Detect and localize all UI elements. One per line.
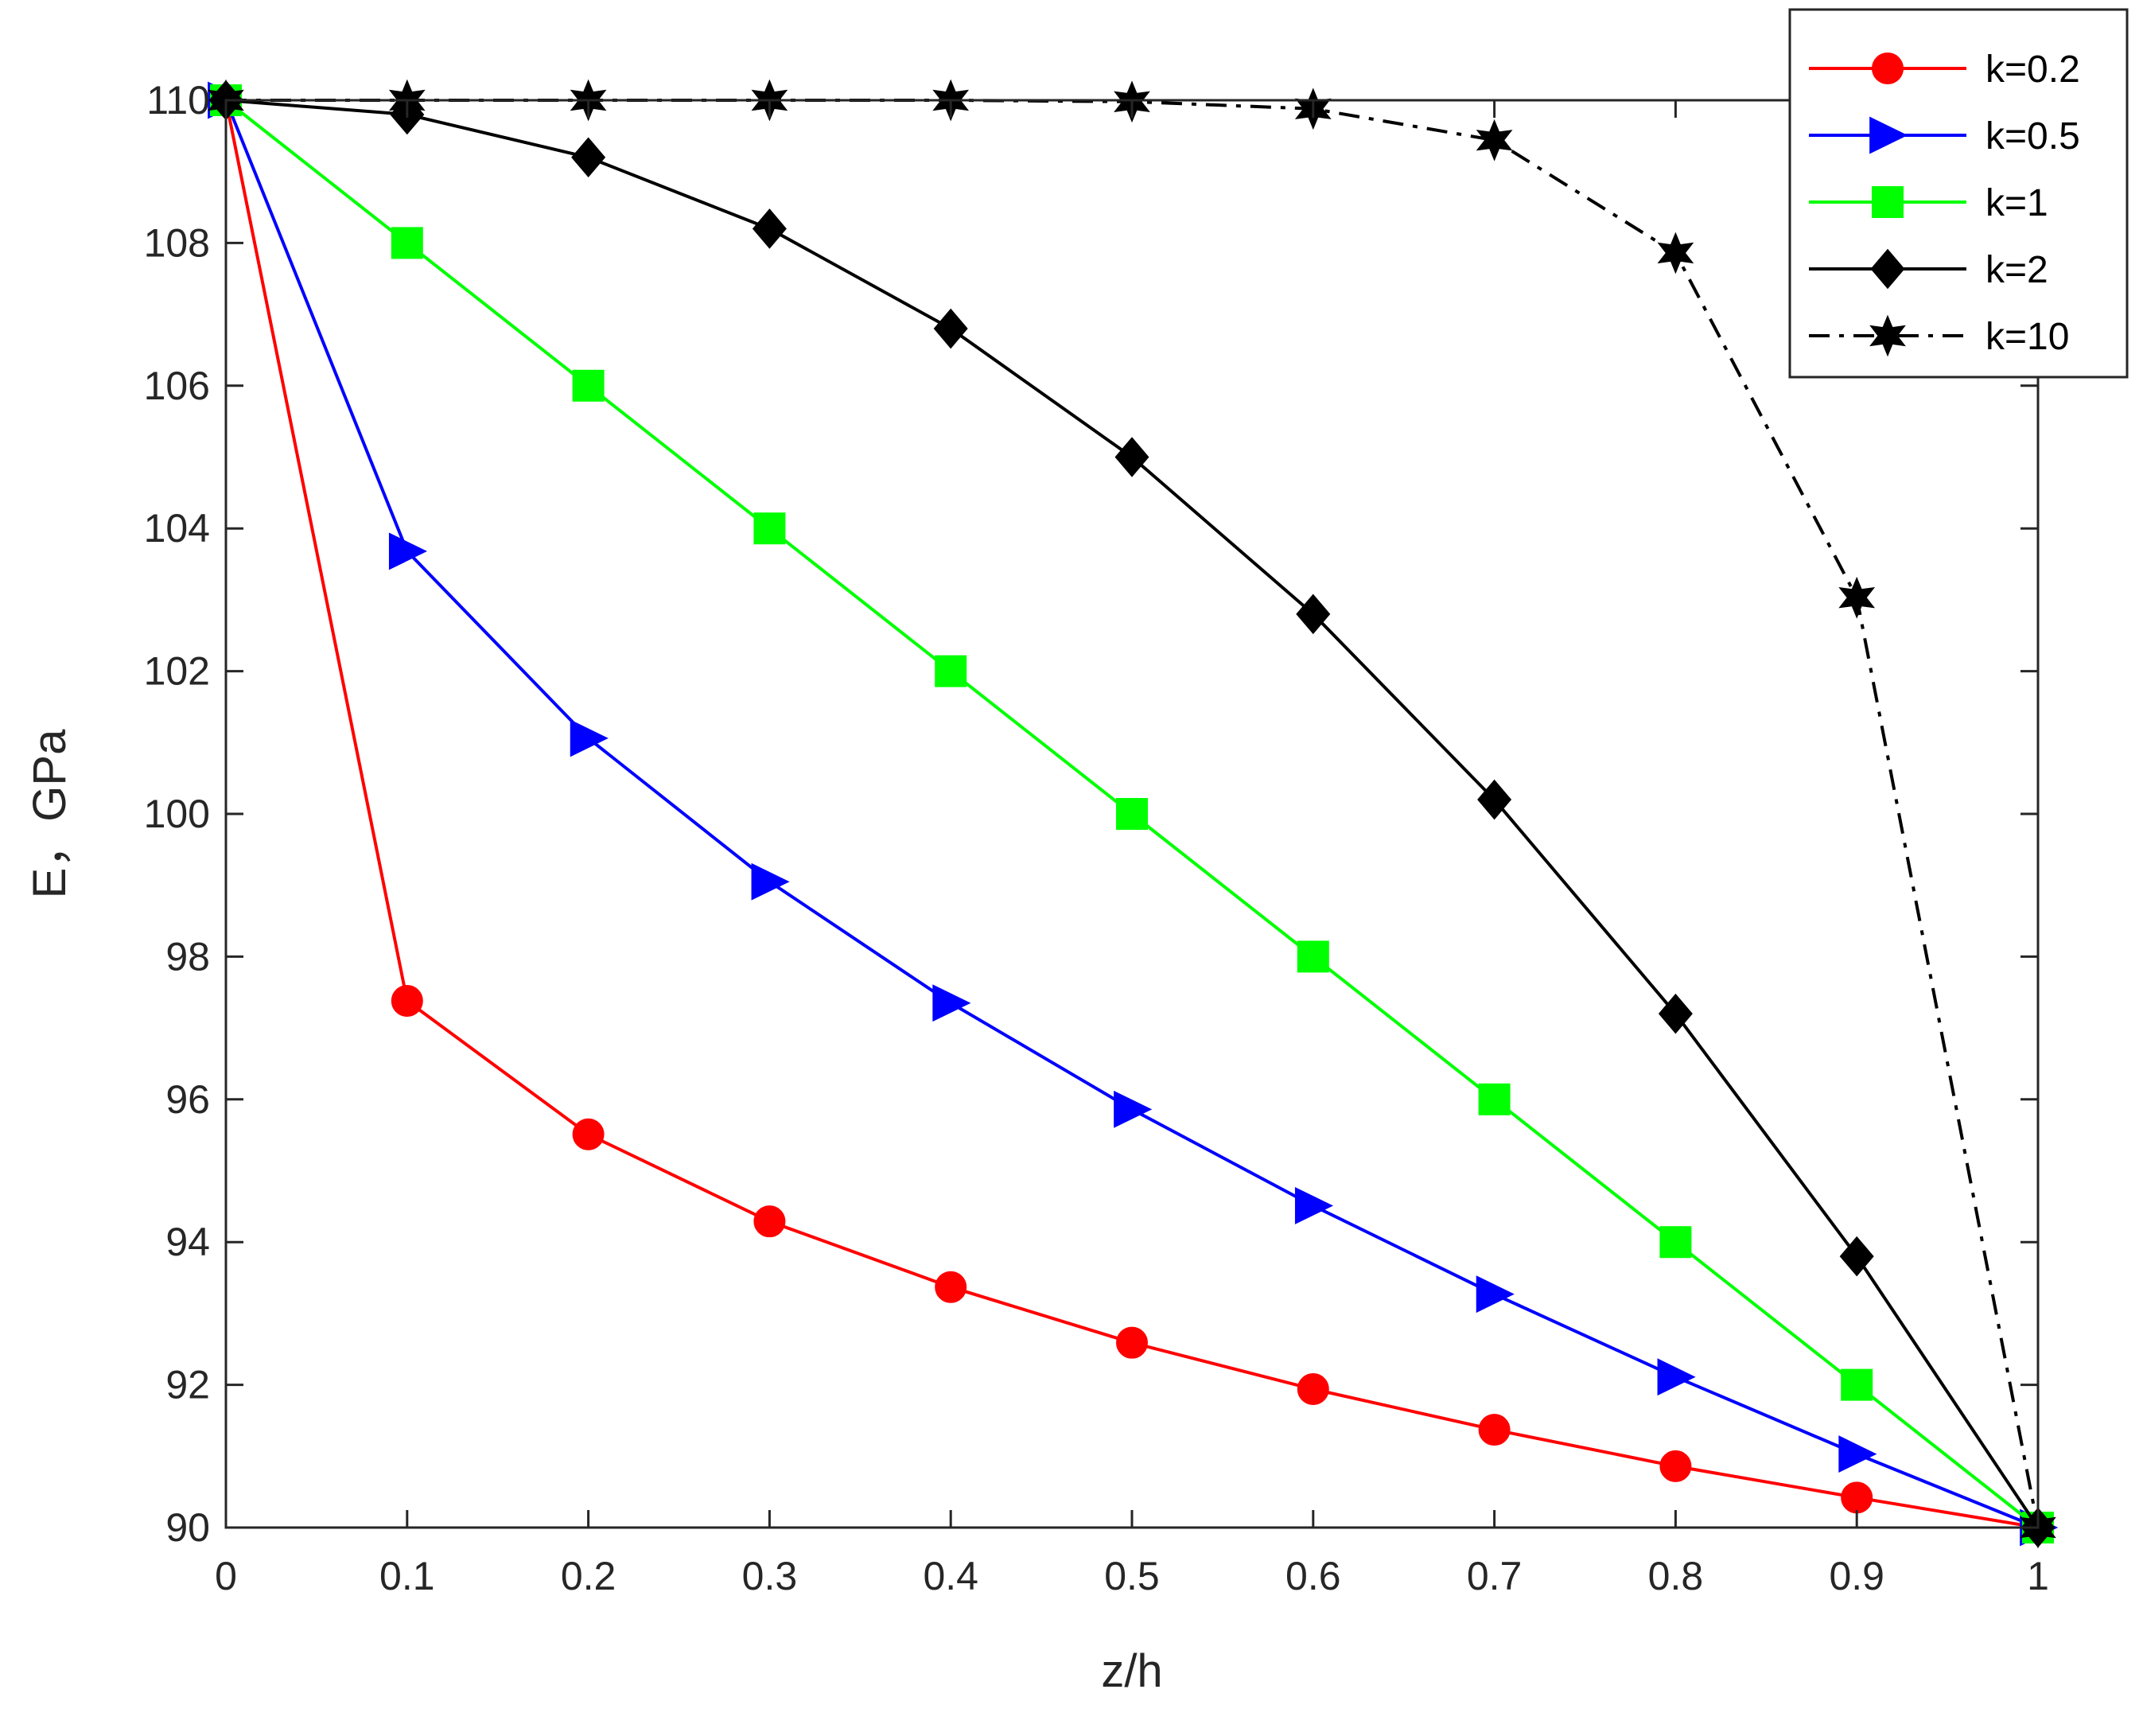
y-tick-label: 104 (144, 506, 210, 551)
data-point (572, 1118, 605, 1150)
y-tick-label: 108 (144, 220, 210, 265)
data-point (572, 369, 605, 402)
data-point (1657, 232, 1694, 274)
legend-entry: k=0.2 (1809, 49, 2080, 91)
data-point (1839, 1236, 1874, 1277)
legend-marker (1869, 116, 1908, 154)
data-point (935, 655, 967, 687)
data-point (1838, 1435, 1877, 1473)
data-point (1476, 1275, 1515, 1314)
x-tick-label: 0.1 (379, 1554, 435, 1598)
legend-marker (1872, 186, 1904, 218)
y-tick-label: 92 (165, 1363, 210, 1407)
data-point (1297, 1372, 1329, 1405)
y-tick-label: 94 (165, 1220, 210, 1264)
x-tick-label: 0.2 (561, 1554, 616, 1598)
data-point (1841, 1368, 1873, 1401)
x-tick-label: 0 (215, 1554, 237, 1598)
legend-entry: k=10 (1809, 314, 2069, 358)
data-point (932, 984, 971, 1022)
y-tick-label: 110 (146, 78, 210, 123)
data-point (388, 532, 428, 570)
data-point (1478, 1083, 1511, 1115)
data-point (1114, 1090, 1153, 1128)
data-point (752, 208, 787, 249)
x-tick-label: 0.7 (1467, 1554, 1523, 1598)
legend-entry: k=1 (1809, 182, 2048, 224)
data-point (1297, 940, 1329, 973)
data-point (1114, 437, 1149, 477)
x-tick-label: 0.4 (923, 1554, 978, 1598)
y-tick-label: 100 (144, 792, 210, 836)
legend-label: k=2 (1985, 249, 2048, 291)
x-tick-label: 0.6 (1285, 1554, 1341, 1598)
x-axis-label: z/h (1101, 1645, 1162, 1697)
data-point (1116, 1326, 1148, 1359)
legend-marker (1869, 314, 1906, 357)
data-point (1659, 1226, 1692, 1259)
data-point (1476, 119, 1513, 162)
y-tick-label: 102 (144, 649, 210, 694)
legend-label: k=0.5 (1985, 115, 2080, 158)
data-point (571, 137, 606, 178)
y-tick-label: 90 (165, 1505, 210, 1550)
data-point (1841, 1481, 1873, 1514)
data-point (751, 862, 790, 901)
y-tick-label: 106 (144, 364, 210, 408)
x-tick-label: 0.8 (1648, 1554, 1704, 1598)
data-point (1478, 1414, 1511, 1446)
legend-entry: k=0.5 (1809, 115, 2080, 158)
legend-marker (1872, 53, 1904, 84)
x-tick-label: 0.9 (1829, 1554, 1884, 1598)
data-point (753, 512, 786, 545)
y-tick-label: 98 (165, 934, 210, 979)
legend-label: k=10 (1985, 316, 2069, 358)
data-point (753, 1205, 786, 1238)
data-point (1116, 798, 1148, 830)
y-tick-label: 96 (165, 1077, 210, 1122)
data-point (1294, 1187, 1334, 1224)
data-point (391, 227, 423, 259)
data-point (935, 1271, 967, 1303)
data-point (1659, 1450, 1692, 1482)
data-point (933, 308, 968, 349)
legend-marker (1870, 248, 1905, 290)
legend-entry: k=2 (1809, 248, 2048, 291)
axis-ticks: 0 0.1 0.2 0.3 0.4 0.5 0.6 0.7 0.8 0.9 1 90 92 94 96 98 1… (144, 78, 2049, 1598)
data-point (1658, 993, 1693, 1034)
data-point (391, 985, 423, 1018)
data-point (1296, 594, 1331, 635)
legend-label: k=0.2 (1985, 49, 2080, 91)
data-point (1838, 576, 1876, 619)
x-tick-label: 0.3 (742, 1554, 798, 1598)
legend-box (1788, 8, 2129, 379)
x-tick-label: 0.5 (1104, 1554, 1160, 1598)
y-axis-label: E，GPa (24, 729, 76, 898)
data-point (1657, 1358, 1696, 1396)
legend: k=0.2 k=0.5 k=1 k=2 k=10 (1788, 8, 2129, 379)
data-point (570, 719, 609, 757)
legend-label: k=1 (1985, 182, 2048, 224)
x-tick-label: 1 (2027, 1554, 2049, 1598)
data-point (1477, 779, 1512, 820)
series-k=1 (210, 84, 2054, 1543)
